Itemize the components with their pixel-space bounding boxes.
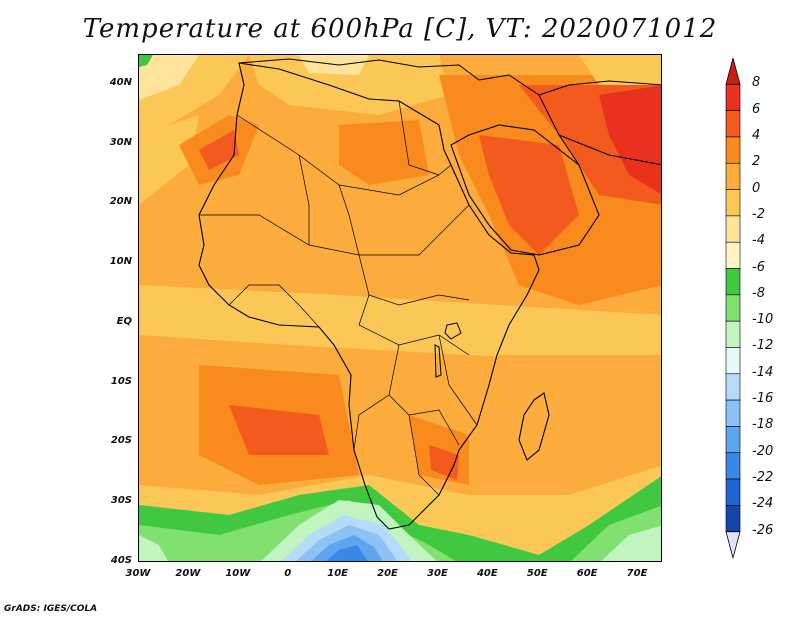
temperature-zone-pakistan-hottest <box>599 85 661 194</box>
colorbar-segment <box>725 162 741 190</box>
temperature-map <box>139 55 661 561</box>
colorbar-level-label: -2 <box>752 206 765 222</box>
colorbar-level-label: -24 <box>752 496 774 512</box>
colorbar-level-label: -8 <box>752 285 765 301</box>
longitude-tick-label: 10W <box>225 568 251 579</box>
temperature-zone-mediterranean <box>249 55 449 115</box>
arabia-coastline <box>450 124 600 256</box>
map-title: Temperature at 600hPa [C], VT: 202007101… <box>82 14 718 44</box>
temperature-zone-caspian <box>579 55 661 85</box>
temperature-zone-sw-pale <box>139 535 168 561</box>
madagascar-coast <box>518 392 550 461</box>
colorbar-level-label: 2 <box>752 154 761 170</box>
latitude-tick-label: 10S <box>110 375 132 387</box>
credit-text: GrADS: IGES/COLA <box>4 604 98 614</box>
colorbar-level-label: -12 <box>752 338 774 354</box>
colorbar-level-label: -26 <box>752 522 774 538</box>
latitude-tick-label: 10N <box>109 256 132 268</box>
temperature-zone-arabia-hot <box>479 135 579 255</box>
colorbar-segment <box>725 215 741 243</box>
colorbar-segment <box>725 399 741 427</box>
colorbar-segment <box>725 373 741 401</box>
colorbar-level-label: -10 <box>752 312 774 328</box>
longitude-tick-label: 10E <box>327 568 348 579</box>
persian-gulf-coast <box>538 80 661 166</box>
colorbar <box>725 58 741 558</box>
colorbar-level-label: -14 <box>752 364 774 380</box>
colorbar-level-label: -20 <box>752 443 774 459</box>
latitude-tick-label: 30N <box>109 136 132 148</box>
colorbar-level-label: -4 <box>752 233 765 249</box>
colorbar-level-label: -18 <box>752 417 774 433</box>
longitude-tick-label: 30E <box>427 568 448 579</box>
longitude-tick-label: 50E <box>526 568 548 579</box>
colorbar-segment <box>725 241 741 269</box>
colorbar-segment <box>725 294 741 322</box>
lake-victoria <box>444 322 462 340</box>
colorbar-level-label: 8 <box>752 75 761 91</box>
mediterranean-north-coast <box>238 58 540 96</box>
colorbar-segment <box>725 268 741 296</box>
colorbar-segment <box>725 84 741 111</box>
colorbar-level-label: -22 <box>752 470 774 486</box>
longitude-tick-label: 20E <box>377 568 398 579</box>
colorbar-segment <box>725 320 741 348</box>
map-plot-area <box>138 54 662 562</box>
temperature-zone-southern-cold-blue4 <box>326 545 368 561</box>
colorbar-bottom-arrow <box>725 531 741 558</box>
temperature-zone-med-cool <box>299 55 369 75</box>
africa-coastline <box>198 62 540 530</box>
longitude-tick-label: 0 <box>284 568 292 579</box>
latitude-tick-label: 40S <box>110 555 132 566</box>
country-borders <box>199 100 478 496</box>
colorbar-segment <box>725 478 741 506</box>
longitude-tick-label: 60E <box>576 568 598 579</box>
colorbar-segment <box>725 505 741 532</box>
temperature-zone-southern-africa-hot <box>429 445 459 480</box>
colorbar-level-label: -16 <box>752 391 774 407</box>
longitude-tick-label: 40E <box>476 568 498 579</box>
temperature-zone-south-atlantic-hot <box>229 405 329 455</box>
colorbar-level-label: 0 <box>752 180 761 196</box>
colorbar-level-label: 4 <box>752 127 761 143</box>
colorbar-segment <box>725 136 741 164</box>
colorbar-segment <box>725 452 741 480</box>
longitude-tick-label: 20W <box>175 568 201 579</box>
latitude-tick-label: 40N <box>109 76 132 88</box>
temperature-zone-west-coast <box>139 115 199 205</box>
colorbar-segment <box>725 110 741 138</box>
latitude-tick-label: 20N <box>109 196 132 208</box>
colorbar-top-arrow <box>725 58 741 85</box>
colorbar-segment <box>725 347 741 375</box>
temperature-zone-indian-ocean <box>499 355 661 495</box>
colorbar-segment <box>725 189 741 217</box>
temperature-zone-equatorial <box>139 285 661 365</box>
longitude-tick-label: 70E <box>626 568 648 579</box>
latitude-tick-label: EQ <box>116 315 132 327</box>
temperature-zone-sahara-warm <box>339 120 429 185</box>
temperature-zone-se-pale <box>601 525 661 561</box>
latitude-tick-label: 20S <box>110 435 132 447</box>
lake-tanganyika <box>434 344 442 378</box>
colorbar-level-label: 6 <box>752 101 761 117</box>
temperature-zone-nw-green <box>139 55 153 67</box>
colorbar-level-label: -6 <box>752 259 765 275</box>
longitude-tick-label: 30W <box>125 568 151 579</box>
colorbar-segment <box>725 426 741 454</box>
temperature-zone-far-north-cool <box>139 55 199 100</box>
temperature-zone-morocco-hot <box>199 130 239 170</box>
latitude-tick-label: 30S <box>110 495 132 507</box>
